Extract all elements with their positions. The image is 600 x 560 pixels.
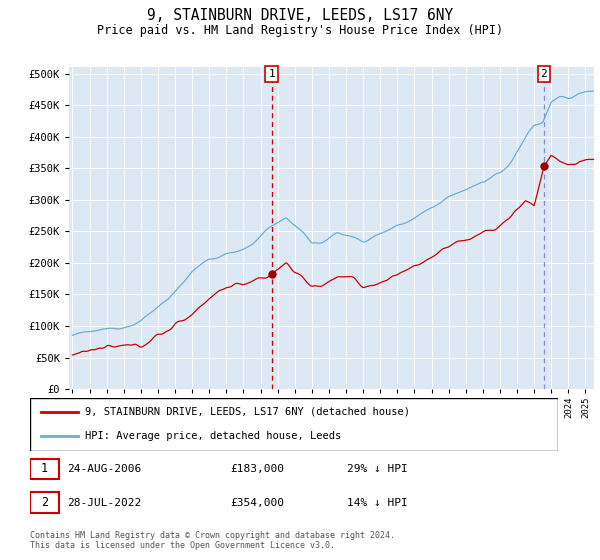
Text: 2: 2 — [41, 496, 48, 509]
Text: Price paid vs. HM Land Registry's House Price Index (HPI): Price paid vs. HM Land Registry's House … — [97, 24, 503, 37]
Text: 1: 1 — [268, 69, 275, 79]
Text: 24-AUG-2006: 24-AUG-2006 — [67, 464, 141, 474]
Text: 2: 2 — [541, 69, 547, 79]
FancyBboxPatch shape — [30, 459, 59, 479]
Text: 14% ↓ HPI: 14% ↓ HPI — [347, 498, 407, 507]
FancyBboxPatch shape — [30, 492, 59, 513]
Text: 9, STAINBURN DRIVE, LEEDS, LS17 6NY: 9, STAINBURN DRIVE, LEEDS, LS17 6NY — [147, 8, 453, 24]
Text: 9, STAINBURN DRIVE, LEEDS, LS17 6NY (detached house): 9, STAINBURN DRIVE, LEEDS, LS17 6NY (det… — [85, 407, 410, 417]
Text: £354,000: £354,000 — [230, 498, 284, 507]
Text: 1: 1 — [41, 463, 48, 475]
Text: £183,000: £183,000 — [230, 464, 284, 474]
Text: 29% ↓ HPI: 29% ↓ HPI — [347, 464, 407, 474]
Text: HPI: Average price, detached house, Leeds: HPI: Average price, detached house, Leed… — [85, 431, 341, 441]
Text: 28-JUL-2022: 28-JUL-2022 — [67, 498, 141, 507]
Text: Contains HM Land Registry data © Crown copyright and database right 2024.
This d: Contains HM Land Registry data © Crown c… — [30, 531, 395, 550]
